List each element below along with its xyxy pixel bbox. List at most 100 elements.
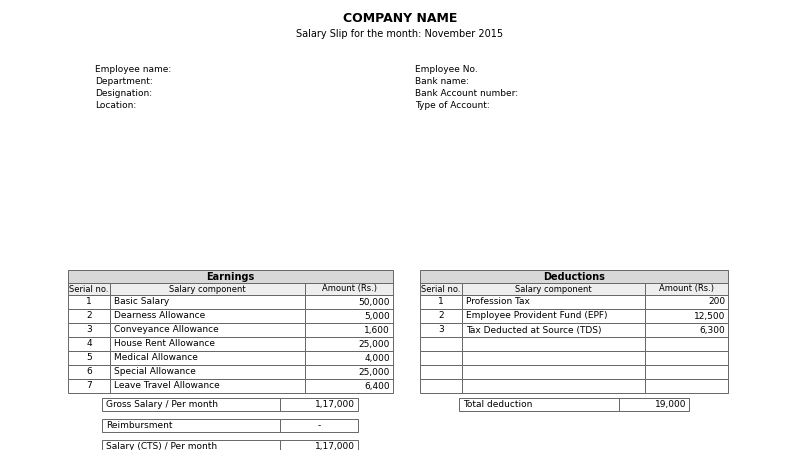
Bar: [110, 365, 305, 379]
Text: 25,000: 25,000: [358, 368, 390, 377]
Bar: [462, 365, 645, 379]
Text: 2: 2: [86, 311, 92, 320]
Bar: [68, 351, 110, 365]
Text: Bank Account number:: Bank Account number:: [415, 90, 518, 99]
Bar: [68, 379, 110, 393]
Text: Total deduction: Total deduction: [463, 400, 532, 409]
Bar: [462, 351, 645, 365]
Bar: [645, 351, 728, 365]
Text: Salary Slip for the month: November 2015: Salary Slip for the month: November 2015: [297, 29, 503, 39]
Bar: [102, 440, 280, 450]
Text: Dearness Allowance: Dearness Allowance: [114, 311, 206, 320]
Text: Tax Deducted at Source (TDS): Tax Deducted at Source (TDS): [466, 325, 602, 334]
Bar: [420, 270, 728, 283]
Bar: [110, 379, 305, 393]
Bar: [420, 323, 462, 337]
Bar: [462, 379, 645, 393]
Text: 1: 1: [438, 297, 444, 306]
Text: 6: 6: [86, 368, 92, 377]
Text: Employee Provident Fund (EPF): Employee Provident Fund (EPF): [466, 311, 607, 320]
Bar: [305, 309, 393, 323]
Bar: [68, 270, 393, 283]
Bar: [305, 351, 393, 365]
Bar: [462, 309, 645, 323]
Text: Leave Travel Allowance: Leave Travel Allowance: [114, 382, 220, 391]
Bar: [280, 398, 358, 411]
Text: Location:: Location:: [95, 102, 136, 111]
Text: Serial no.: Serial no.: [422, 284, 461, 293]
Text: House Rent Allowance: House Rent Allowance: [114, 339, 215, 348]
Text: Serial no.: Serial no.: [70, 284, 109, 293]
Text: 5: 5: [86, 354, 92, 363]
Bar: [645, 295, 728, 309]
Text: Basic Salary: Basic Salary: [114, 297, 170, 306]
Text: Bank name:: Bank name:: [415, 77, 469, 86]
Bar: [102, 398, 280, 411]
Bar: [110, 351, 305, 365]
Bar: [420, 365, 462, 379]
Bar: [305, 337, 393, 351]
Bar: [110, 295, 305, 309]
Bar: [645, 309, 728, 323]
Text: Special Allowance: Special Allowance: [114, 368, 196, 377]
Bar: [462, 295, 645, 309]
Bar: [305, 323, 393, 337]
Bar: [645, 365, 728, 379]
Text: Employee No.: Employee No.: [415, 66, 478, 75]
Text: Medical Allowance: Medical Allowance: [114, 354, 198, 363]
Text: 4: 4: [86, 339, 92, 348]
Text: Earnings: Earnings: [206, 271, 254, 282]
Text: 6,400: 6,400: [364, 382, 390, 391]
Text: Type of Account:: Type of Account:: [415, 102, 490, 111]
Bar: [305, 379, 393, 393]
Bar: [68, 323, 110, 337]
Text: COMPANY NAME: COMPANY NAME: [343, 12, 457, 24]
Bar: [110, 337, 305, 351]
Bar: [420, 351, 462, 365]
Text: 2: 2: [438, 311, 444, 320]
Bar: [462, 283, 645, 295]
Bar: [645, 337, 728, 351]
Text: 1,17,000: 1,17,000: [315, 442, 355, 450]
Text: 1,17,000: 1,17,000: [315, 400, 355, 409]
Text: 12,500: 12,500: [694, 311, 725, 320]
Text: 25,000: 25,000: [358, 339, 390, 348]
Bar: [619, 398, 689, 411]
Text: Department:: Department:: [95, 77, 153, 86]
Text: 4,000: 4,000: [364, 354, 390, 363]
Text: Employee name:: Employee name:: [95, 66, 171, 75]
Bar: [645, 379, 728, 393]
Bar: [420, 283, 462, 295]
Text: 3: 3: [438, 325, 444, 334]
Text: Profession Tax: Profession Tax: [466, 297, 530, 306]
Bar: [110, 283, 305, 295]
Text: 5,000: 5,000: [364, 311, 390, 320]
Bar: [420, 309, 462, 323]
Text: 200: 200: [708, 297, 725, 306]
Bar: [110, 323, 305, 337]
Bar: [68, 295, 110, 309]
Bar: [420, 337, 462, 351]
Text: 50,000: 50,000: [358, 297, 390, 306]
Text: Salary (CTS) / Per month: Salary (CTS) / Per month: [106, 442, 217, 450]
Bar: [645, 323, 728, 337]
Bar: [462, 323, 645, 337]
Bar: [645, 283, 728, 295]
Bar: [102, 419, 280, 432]
Bar: [280, 419, 358, 432]
Text: Reimbursment: Reimbursment: [106, 421, 173, 430]
Text: Salary component: Salary component: [515, 284, 592, 293]
Bar: [68, 283, 110, 295]
Text: Gross Salary / Per month: Gross Salary / Per month: [106, 400, 218, 409]
Text: -: -: [318, 421, 321, 430]
Text: 1,600: 1,600: [364, 325, 390, 334]
Bar: [420, 379, 462, 393]
Text: Designation:: Designation:: [95, 90, 152, 99]
Text: 19,000: 19,000: [654, 400, 686, 409]
Bar: [280, 440, 358, 450]
Text: 6,300: 6,300: [699, 325, 725, 334]
Text: Salary component: Salary component: [169, 284, 246, 293]
Text: 7: 7: [86, 382, 92, 391]
Text: Conveyance Allowance: Conveyance Allowance: [114, 325, 218, 334]
Bar: [68, 337, 110, 351]
